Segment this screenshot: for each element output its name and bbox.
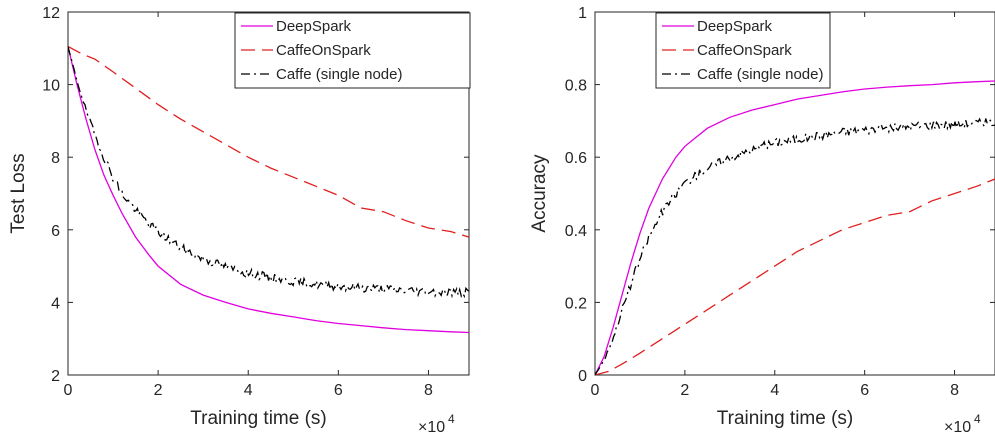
x-tick-label: 0 — [591, 382, 600, 399]
x-axis-label: Training time (s) — [190, 408, 327, 429]
y-tick-label: 0 — [578, 368, 587, 385]
legend-label: CaffeOnSpark — [697, 42, 792, 59]
accuracy-chart: 0 2 4 6 8 0 0.2 0.4 0.6 0.8 1 Training time (s) Accu… — [529, 5, 995, 436]
series-line-deepspark — [595, 80, 995, 375]
legend: DeepSpark CaffeOnSpark Caffe (single node) — [234, 12, 471, 89]
x-exponent-label: ×10 — [418, 419, 445, 436]
y-axis-label: Accuracy — [529, 154, 550, 233]
series-line-deepspark — [68, 46, 469, 334]
y-tick-label: 10 — [42, 78, 60, 95]
x-tick-label: 8 — [950, 382, 959, 399]
series-line-caffe-single-node — [68, 46, 469, 299]
series-line-caffeonspark — [68, 45, 469, 238]
x-tick-label: 8 — [424, 382, 433, 399]
legend-box — [234, 12, 471, 89]
y-tick-label: 4 — [51, 295, 60, 312]
legend-label: DeepSpark — [697, 18, 773, 35]
legend-label: Caffe (single node) — [276, 66, 402, 83]
y-tick-label: 0.2 — [565, 295, 587, 312]
y-tick-label: 6 — [51, 223, 60, 240]
x-tick-label: 2 — [680, 382, 689, 399]
legend: DeepSpark CaffeOnSpark Caffe (single node) — [655, 12, 831, 89]
y-axis-label: Test Loss — [8, 153, 29, 233]
legend-label: CaffeOnSpark — [276, 42, 371, 59]
x-tick-label: 6 — [334, 382, 343, 399]
y-tick-label: 0.8 — [565, 78, 587, 95]
legend-label: DeepSpark — [276, 18, 352, 35]
x-axis-label: Training time (s) — [717, 408, 854, 429]
y-tick-label: 2 — [51, 368, 60, 385]
legend-label: Caffe (single node) — [697, 66, 823, 83]
x-exponent-power: 4 — [974, 412, 981, 426]
y-tick-label: 1 — [578, 5, 587, 22]
y-tick-label: 0.4 — [565, 223, 587, 240]
x-tick-label: 4 — [770, 382, 779, 399]
x-exponent-power: 4 — [448, 412, 455, 426]
series-line-caffeonspark — [595, 178, 995, 375]
y-tick-label: 8 — [51, 150, 60, 167]
x-tick-label: 4 — [244, 382, 253, 399]
series-line-caffe-single-node — [595, 117, 995, 375]
x-tick-label: 0 — [64, 382, 73, 399]
x-tick-label: 2 — [154, 382, 163, 399]
x-tick-label: 6 — [860, 382, 869, 399]
y-tick-label: 12 — [42, 5, 60, 22]
x-exponent-label: ×10 — [944, 419, 971, 436]
y-tick-label: 0.6 — [565, 150, 587, 167]
